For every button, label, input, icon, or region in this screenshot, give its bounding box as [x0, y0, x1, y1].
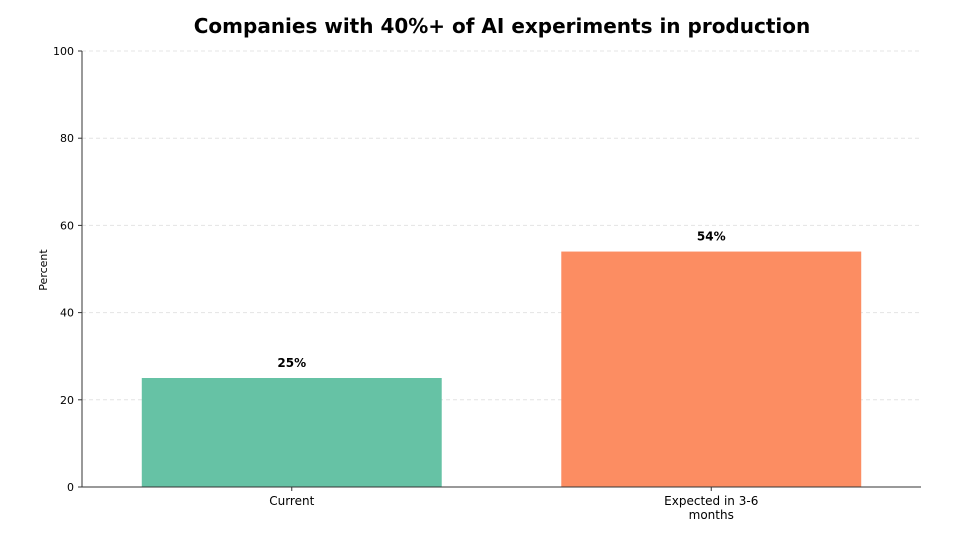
y-tick-label: 0 [67, 481, 74, 494]
y-tick-label: 60 [60, 219, 74, 232]
y-tick-label: 80 [60, 132, 74, 145]
x-tick-label: Expected in 3-6 months [664, 494, 758, 522]
y-tick-label: 100 [53, 45, 74, 58]
x-tick-label-line: Expected in 3-6 [664, 494, 758, 508]
data-label: 25% [277, 356, 306, 370]
y-axis-label: Percent [37, 249, 50, 291]
data-label: 54% [697, 230, 726, 244]
x-tick-label: Current [269, 494, 314, 508]
axes [78, 50, 921, 491]
y-tick-label: 20 [60, 394, 74, 407]
bar-current [141, 378, 442, 487]
bars [141, 251, 862, 487]
y-tick-label: 40 [60, 307, 74, 320]
x-tick-label-line: months [689, 508, 734, 522]
chart-title: Companies with 40%+ of AI experiments in… [194, 14, 810, 38]
labels: 0 20 40 60 80 100 25% Current 54% Expected in 3-6… [53, 45, 758, 522]
bar-expected [561, 251, 862, 487]
x-tick-label-line: Current [269, 494, 314, 508]
